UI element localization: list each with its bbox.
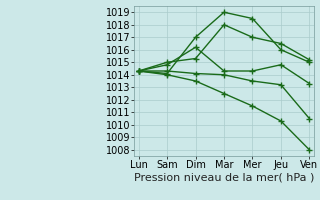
X-axis label: Pression niveau de la mer( hPa ): Pression niveau de la mer( hPa ): [134, 173, 314, 183]
